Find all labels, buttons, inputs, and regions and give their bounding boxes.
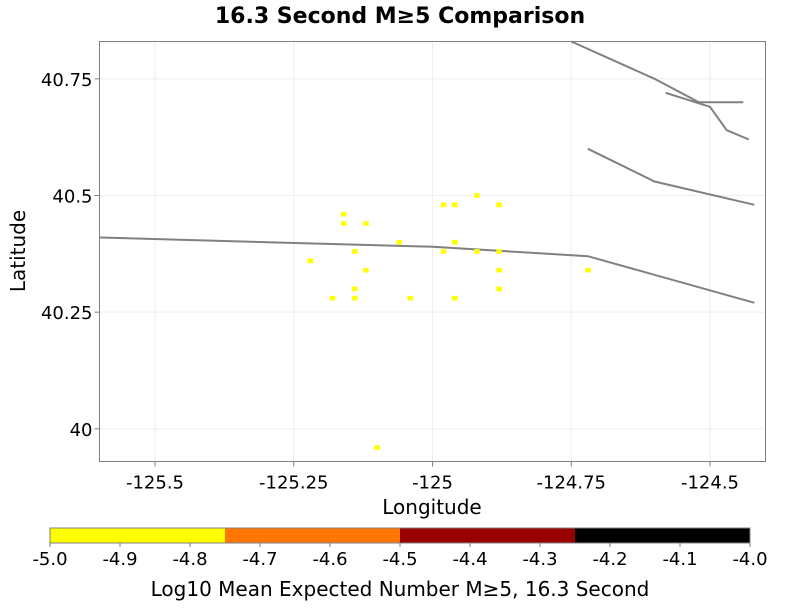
data-cell bbox=[474, 249, 480, 254]
chart-title: 16.3 Second M≥5 Comparison bbox=[215, 4, 585, 29]
data-cell bbox=[307, 258, 314, 264]
data-cell bbox=[496, 202, 502, 208]
grid bbox=[99, 41, 766, 462]
colorbar-segment bbox=[400, 528, 575, 543]
data-cell bbox=[451, 295, 458, 301]
colorbar-tick-label: -4.3 bbox=[522, 549, 557, 570]
data-cell bbox=[363, 221, 369, 226]
data-cell bbox=[352, 295, 358, 301]
colorbar-tick-label: -4.2 bbox=[592, 549, 627, 570]
fault-trace bbox=[665, 91, 750, 141]
colorbar-tick-label: -4.6 bbox=[312, 549, 347, 570]
colorbar-segment bbox=[225, 528, 400, 543]
x-tick-label: -124.5 bbox=[681, 473, 739, 494]
colorbar-tick-label: -4.0 bbox=[732, 549, 767, 570]
fault-trace bbox=[570, 40, 744, 104]
colorbar: -5.0 -4.9 -4.8 -4.7 -4.6 -4.5 -4.4 -4.3 -4.2 -4.1… bbox=[32, 527, 768, 570]
y-tick-label: 40.25 bbox=[41, 303, 93, 324]
data-cell bbox=[496, 249, 502, 254]
colorbar-tick-label: -4.7 bbox=[242, 549, 277, 570]
data-cell bbox=[451, 239, 458, 245]
colorbar-tick-label: -4.5 bbox=[382, 549, 417, 570]
data-cell bbox=[440, 249, 447, 254]
data-cell bbox=[352, 286, 358, 292]
data-cell bbox=[352, 249, 358, 254]
y-axis-ticks: 40.75 40.5 40.25 40 bbox=[41, 70, 100, 441]
data-cell bbox=[451, 202, 458, 208]
data-cell bbox=[363, 267, 369, 273]
x-axis-label: Longitude bbox=[382, 495, 481, 519]
x-tick-label: -125.25 bbox=[259, 473, 328, 494]
colorbar-label: Log10 Mean Expected Number M≥5, 16.3 Sec… bbox=[151, 577, 650, 601]
data-cell bbox=[440, 202, 447, 208]
y-tick-label: 40 bbox=[70, 420, 93, 441]
colorbar-segment bbox=[575, 528, 750, 543]
colorbar-tick-label: -4.8 bbox=[172, 549, 207, 570]
colorbar-tick-label: -4.1 bbox=[662, 549, 697, 570]
colorbar-tick-label: -4.9 bbox=[102, 549, 137, 570]
data-cells bbox=[307, 193, 591, 450]
data-cell bbox=[407, 295, 414, 301]
x-tick-label: -124.75 bbox=[537, 473, 606, 494]
data-cell bbox=[374, 445, 380, 450]
x-axis-ticks: -125.5 -125.25 -125 -124.75 -124.5 bbox=[126, 461, 739, 494]
data-cell bbox=[474, 193, 480, 198]
data-cell bbox=[396, 239, 402, 245]
fault-trace bbox=[587, 147, 755, 206]
data-cell bbox=[496, 286, 502, 292]
x-tick-label: -125 bbox=[412, 473, 453, 494]
fault-traces bbox=[99, 40, 755, 304]
y-axis-label: Latitude bbox=[6, 210, 30, 292]
y-tick-label: 40.5 bbox=[52, 187, 92, 208]
x-tick-label: -125.5 bbox=[126, 473, 184, 494]
colorbar-segment bbox=[50, 528, 225, 543]
colorbar-tick-label: -5.0 bbox=[32, 549, 67, 570]
data-cell bbox=[340, 221, 347, 226]
data-cell bbox=[585, 267, 591, 273]
data-cell bbox=[340, 211, 347, 217]
data-cell bbox=[329, 295, 336, 301]
colorbar-tick-label: -4.4 bbox=[452, 549, 487, 570]
fault-trace bbox=[99, 236, 755, 304]
data-cell bbox=[496, 267, 502, 273]
y-tick-label: 40.75 bbox=[41, 70, 93, 91]
